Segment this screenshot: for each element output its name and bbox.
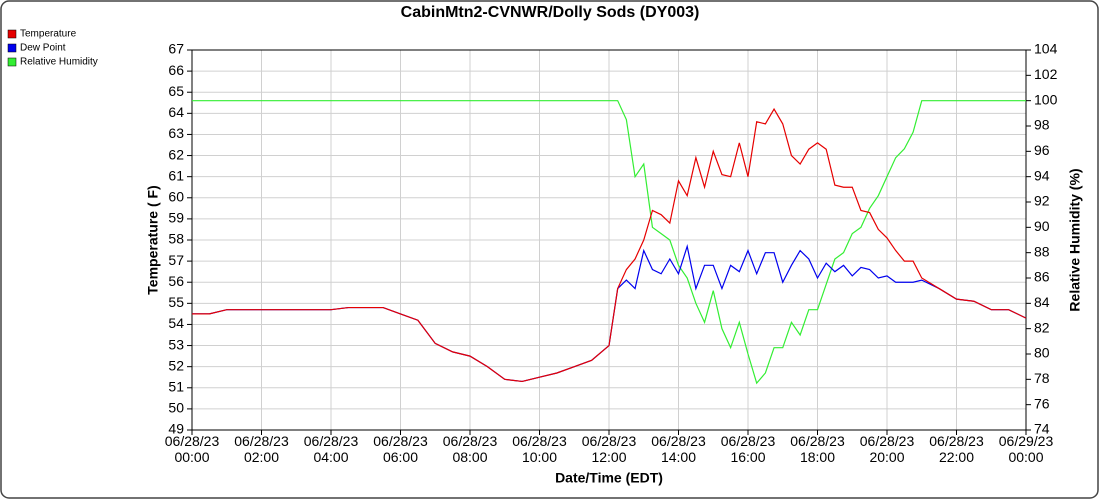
y-tick-label: 64 <box>168 104 184 120</box>
series-line <box>192 107 1027 383</box>
y-tick-label: 59 <box>168 210 184 226</box>
y-tick-label: 63 <box>168 125 184 141</box>
y-tick-label: 52 <box>168 357 184 373</box>
legend-swatch <box>7 57 17 67</box>
legend-label: Relative Humidity <box>20 57 98 68</box>
legend-swatch <box>7 29 17 39</box>
y-tick-label: 51 <box>168 378 184 394</box>
y-tick-label: 62 <box>168 146 184 162</box>
chart-title: CabinMtn2-CVNWR/Dolly Sods (DY003) <box>401 4 700 21</box>
x-tick-label: 06/28/23 04:00 <box>304 433 359 465</box>
y2-tick-label: 88 <box>1034 243 1050 259</box>
y2-tick-label: 102 <box>1034 66 1058 82</box>
y2-tick-label: 86 <box>1034 269 1050 285</box>
x-tick-label: 06/28/23 12:00 <box>582 433 637 465</box>
y-tick-label: 57 <box>168 252 184 268</box>
x-axis-label: Date/Time (EDT) <box>555 470 663 486</box>
y-tick-label: 65 <box>168 83 184 99</box>
y-tick-label: 60 <box>168 188 184 204</box>
y2-tick-label: 90 <box>1034 218 1050 234</box>
y2-tick-label: 96 <box>1034 142 1050 158</box>
y2-tick-label: 92 <box>1034 193 1050 209</box>
y-tick-label: 55 <box>168 294 184 310</box>
y2-tick-label: 98 <box>1034 117 1050 133</box>
y-tick-label: 53 <box>168 336 184 352</box>
x-tick-label: 06/28/23 16:00 <box>721 433 776 465</box>
y2-tick-label: 74 <box>1034 421 1050 437</box>
series-line <box>192 100 1026 385</box>
y-tick-label: 56 <box>168 273 184 289</box>
y2-axis-label: Relative Humidity (%) <box>1067 168 1083 311</box>
legend-label: Dew Point <box>20 43 66 54</box>
x-tick-label: 06/28/23 06:00 <box>373 433 428 465</box>
x-tick-label: 06/28/23 02:00 <box>234 433 289 465</box>
y-tick-label: 49 <box>168 421 184 437</box>
y2-tick-label: 94 <box>1034 167 1050 183</box>
y2-tick-label: 76 <box>1034 395 1050 411</box>
y-tick-label: 66 <box>168 62 184 78</box>
y2-tick-label: 84 <box>1034 294 1050 310</box>
x-tick-label: 06/28/23 20:00 <box>860 433 915 465</box>
y-tick-label: 67 <box>168 41 184 57</box>
y-tick-label: 54 <box>168 315 184 331</box>
x-tick-label: 06/28/23 14:00 <box>651 433 706 465</box>
y-axis-label: Temperature ( F) <box>145 185 161 294</box>
x-tick-label: 06/28/23 08:00 <box>443 433 498 465</box>
x-tick-label: 06/29/23 00:00 <box>999 433 1054 465</box>
y2-tick-label: 100 <box>1034 91 1058 107</box>
y-tick-label: 50 <box>168 400 184 416</box>
x-tick-label: 06/28/23 10:00 <box>512 433 567 465</box>
plot-border <box>191 49 1027 431</box>
x-tick-label: 06/28/23 00:00 <box>165 433 220 465</box>
y2-tick-label: 104 <box>1034 41 1058 57</box>
y2-tick-label: 78 <box>1034 370 1050 386</box>
y2-tick-label: 82 <box>1034 319 1050 335</box>
x-tick-label: 06/28/23 22:00 <box>929 433 984 465</box>
legend-swatch <box>7 43 17 53</box>
y2-tick-label: 80 <box>1034 345 1050 361</box>
x-tick-label: 06/28/23 18:00 <box>790 433 845 465</box>
y-tick-label: 61 <box>168 167 184 183</box>
legend-label: Temperature <box>20 29 77 40</box>
y-tick-label: 58 <box>168 231 184 247</box>
